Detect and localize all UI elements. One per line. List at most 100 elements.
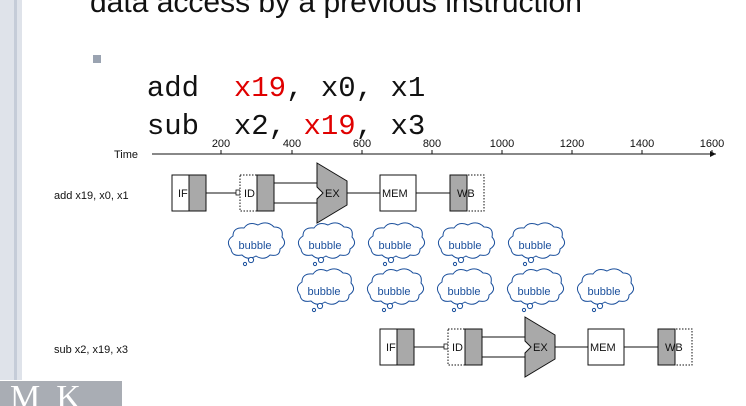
stage-wb-shade — [449, 174, 468, 212]
stage-ex-label: EX — [533, 342, 548, 354]
stage-if-label: IF — [178, 188, 188, 200]
bubble-label: bubble — [518, 240, 551, 252]
pipeline-sub: IF ID EX MEM WB — [379, 316, 693, 378]
bubble-label: bubble — [517, 286, 550, 298]
left-decor-bar-inner — [14, 0, 17, 380]
time-tick-label: 1400 — [630, 138, 654, 150]
code-line-sub: sub x2, x19, x3 — [112, 76, 426, 144]
latch-icon — [443, 343, 449, 350]
bubble-tail-icon — [311, 307, 317, 313]
time-tick-label: 800 — [423, 138, 441, 150]
bubble: bubble — [297, 222, 356, 267]
stage-ex-alu — [524, 316, 556, 378]
code-token: x1 — [390, 72, 426, 105]
code-token: x3 — [390, 110, 426, 143]
bubble-tail-icon — [382, 261, 388, 267]
stage-mem-box — [379, 174, 417, 212]
bubble-label: bubble — [307, 286, 340, 298]
bubble-tail-icon — [591, 307, 597, 313]
stage-wb-label: WB — [457, 188, 475, 200]
bubble-tail-icon — [596, 302, 604, 310]
stage-if-shade — [396, 328, 415, 366]
bubble-tail-icon — [316, 302, 324, 310]
stage-if-shade — [188, 174, 207, 212]
bubble: bubble — [227, 222, 286, 267]
time-tick-label: 600 — [353, 138, 371, 150]
code-token: , — [286, 72, 321, 105]
time-label: Time — [114, 149, 138, 161]
bubble-tail-icon — [387, 256, 395, 264]
bubble-label: bubble — [448, 240, 481, 252]
bubble: bubble — [507, 222, 566, 267]
stage-ex-alu — [316, 162, 348, 224]
time-ticks: 200 400 600 800 1000 1200 1400 1600 — [212, 138, 724, 154]
left-decor-bar — [0, 0, 22, 380]
hazard-register: x19 — [303, 110, 356, 143]
bubble-tail-icon — [312, 261, 318, 267]
bubble-label: bubble — [447, 286, 480, 298]
code-token: x0 — [320, 72, 356, 105]
bullet-square-icon — [93, 55, 101, 63]
bubble-tail-icon — [451, 307, 457, 313]
bubble: bubble — [366, 268, 425, 313]
bubble-label: bubble — [238, 240, 271, 252]
stage-wb-shade — [657, 328, 676, 366]
bubble-tail-icon — [452, 261, 458, 267]
stage-mem-box — [587, 328, 625, 366]
bubble-tail-icon — [381, 307, 387, 313]
instr1-label: add x19, x0, x1 — [54, 190, 129, 202]
logo-text: MK — [10, 381, 97, 406]
code-token: , — [355, 72, 391, 105]
logo-block: MK — [0, 381, 122, 406]
bubble-tail-icon — [527, 256, 535, 264]
time-tick-label: 1600 — [700, 138, 724, 150]
stage-ex-label: EX — [325, 188, 340, 200]
bubble-tail-icon — [522, 261, 528, 267]
time-axis-arrow-icon — [710, 151, 716, 157]
bubble: bubble — [296, 268, 355, 313]
code-args: x2, x19, x3 — [234, 110, 425, 143]
code-token: , — [355, 110, 391, 143]
code-args: x19, x0, x1 — [234, 72, 425, 105]
slide-heading: data access by a previous instruction — [90, 0, 582, 19]
bubble-tail-icon — [456, 302, 464, 310]
instr2-label: sub x2, x19, x3 — [54, 344, 128, 356]
stage-wb-label: WB — [665, 342, 683, 354]
bubble-tail-icon — [457, 256, 465, 264]
stage-id-label: ID — [244, 188, 255, 200]
time-tick-label: 1200 — [560, 138, 584, 150]
bubble: bubble — [437, 222, 496, 267]
bubble-label: bubble — [308, 240, 341, 252]
bubble-tail-icon — [526, 302, 534, 310]
time-tick-label: 1000 — [490, 138, 514, 150]
code-line-add: add x19, x0, x1 — [112, 38, 426, 106]
hazard-register: x19 — [233, 72, 287, 105]
bubble-tail-icon — [242, 261, 248, 267]
latch-icon — [235, 189, 241, 196]
bubble: bubble — [436, 268, 495, 313]
bubble-label: bubble — [377, 286, 410, 298]
bubble: bubble — [576, 268, 635, 313]
code-op: add — [146, 72, 200, 105]
time-tick-label: 200 — [212, 138, 230, 150]
bubble-label: bubble — [378, 240, 411, 252]
bubble-group: bubble bubble bubble bubble bubble bubble bubb… — [227, 222, 635, 313]
bubble-label: bubble — [587, 286, 620, 298]
time-tick-label: 400 — [283, 138, 301, 150]
stage-mem-label: MEM — [382, 188, 408, 200]
code-token: x2 — [233, 110, 269, 143]
stage-id-label: ID — [452, 342, 463, 354]
stage-id-shade — [256, 174, 275, 212]
bubble-tail-icon — [521, 307, 527, 313]
stage-id-shade — [464, 328, 483, 366]
bubble-tail-icon — [317, 256, 325, 264]
bubble-tail-icon — [386, 302, 394, 310]
stage-if-label: IF — [386, 342, 396, 354]
stage-mem-label: MEM — [590, 342, 616, 354]
pipeline-add: IF ID EX MEM WB — [171, 162, 485, 224]
code-token: , — [268, 110, 304, 143]
code-op: sub — [146, 110, 200, 143]
bubble: bubble — [367, 222, 426, 267]
bubble: bubble — [506, 268, 565, 313]
